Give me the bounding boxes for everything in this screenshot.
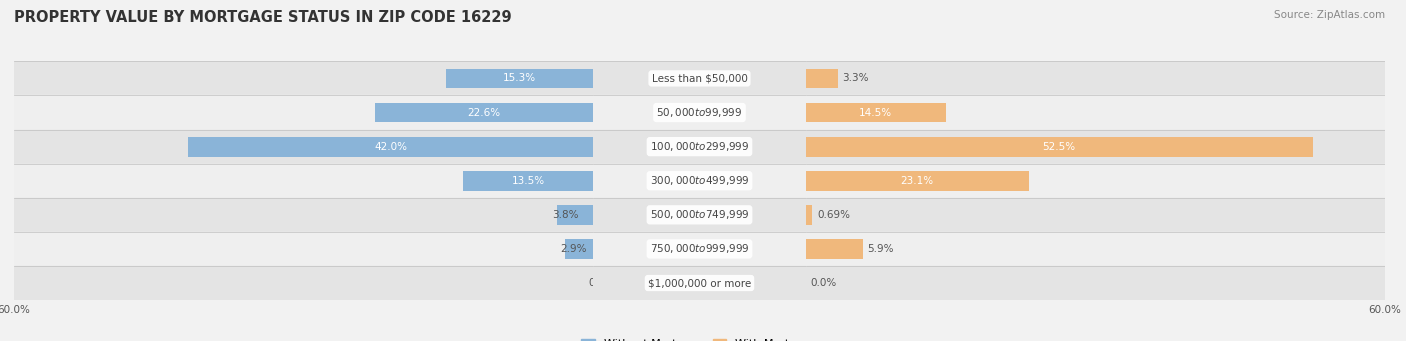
- Bar: [14, 164, 593, 198]
- Bar: [806, 103, 946, 122]
- Text: 0.0%: 0.0%: [589, 278, 614, 288]
- Bar: [188, 137, 593, 157]
- Bar: [375, 103, 593, 122]
- Bar: [806, 69, 838, 88]
- Bar: [806, 137, 1313, 157]
- Text: 52.5%: 52.5%: [1042, 142, 1076, 152]
- Text: $50,000 to $99,999: $50,000 to $99,999: [657, 106, 742, 119]
- Bar: [14, 95, 593, 130]
- Bar: [806, 130, 1385, 164]
- Text: Source: ZipAtlas.com: Source: ZipAtlas.com: [1274, 10, 1385, 20]
- Text: 5.9%: 5.9%: [868, 244, 894, 254]
- Bar: [806, 198, 1385, 232]
- Text: $750,000 to $999,999: $750,000 to $999,999: [650, 242, 749, 255]
- Bar: [806, 171, 1029, 191]
- Text: 23.1%: 23.1%: [901, 176, 934, 186]
- Text: PROPERTY VALUE BY MORTGAGE STATUS IN ZIP CODE 16229: PROPERTY VALUE BY MORTGAGE STATUS IN ZIP…: [14, 10, 512, 25]
- Text: 3.3%: 3.3%: [842, 73, 869, 84]
- Bar: [806, 239, 863, 259]
- Text: $500,000 to $749,999: $500,000 to $749,999: [650, 208, 749, 221]
- Text: 2.9%: 2.9%: [561, 244, 586, 254]
- Bar: [14, 61, 593, 95]
- Bar: [593, 232, 806, 266]
- Bar: [806, 266, 1385, 300]
- Bar: [14, 198, 593, 232]
- Bar: [806, 95, 1385, 130]
- Bar: [14, 130, 593, 164]
- Bar: [593, 95, 806, 130]
- Text: 22.6%: 22.6%: [468, 107, 501, 118]
- Text: 0.69%: 0.69%: [817, 210, 851, 220]
- Bar: [593, 164, 806, 198]
- Bar: [593, 130, 806, 164]
- Text: 42.0%: 42.0%: [374, 142, 408, 152]
- Bar: [557, 205, 593, 225]
- Legend: Without Mortgage, With Mortgage: Without Mortgage, With Mortgage: [576, 334, 823, 341]
- Text: 3.8%: 3.8%: [551, 210, 578, 220]
- Text: Less than $50,000: Less than $50,000: [651, 73, 748, 84]
- Text: $300,000 to $499,999: $300,000 to $499,999: [650, 174, 749, 187]
- Text: 14.5%: 14.5%: [859, 107, 893, 118]
- Bar: [446, 69, 593, 88]
- Bar: [463, 171, 593, 191]
- Bar: [14, 232, 593, 266]
- Bar: [806, 164, 1385, 198]
- Bar: [565, 239, 593, 259]
- Bar: [806, 205, 813, 225]
- Text: $100,000 to $299,999: $100,000 to $299,999: [650, 140, 749, 153]
- Bar: [806, 61, 1385, 95]
- Text: 13.5%: 13.5%: [512, 176, 544, 186]
- Text: $1,000,000 or more: $1,000,000 or more: [648, 278, 751, 288]
- Bar: [593, 61, 806, 95]
- Bar: [593, 198, 806, 232]
- Text: 15.3%: 15.3%: [503, 73, 536, 84]
- Bar: [14, 266, 593, 300]
- Bar: [806, 232, 1385, 266]
- Bar: [593, 266, 806, 300]
- Text: 0.0%: 0.0%: [810, 278, 837, 288]
